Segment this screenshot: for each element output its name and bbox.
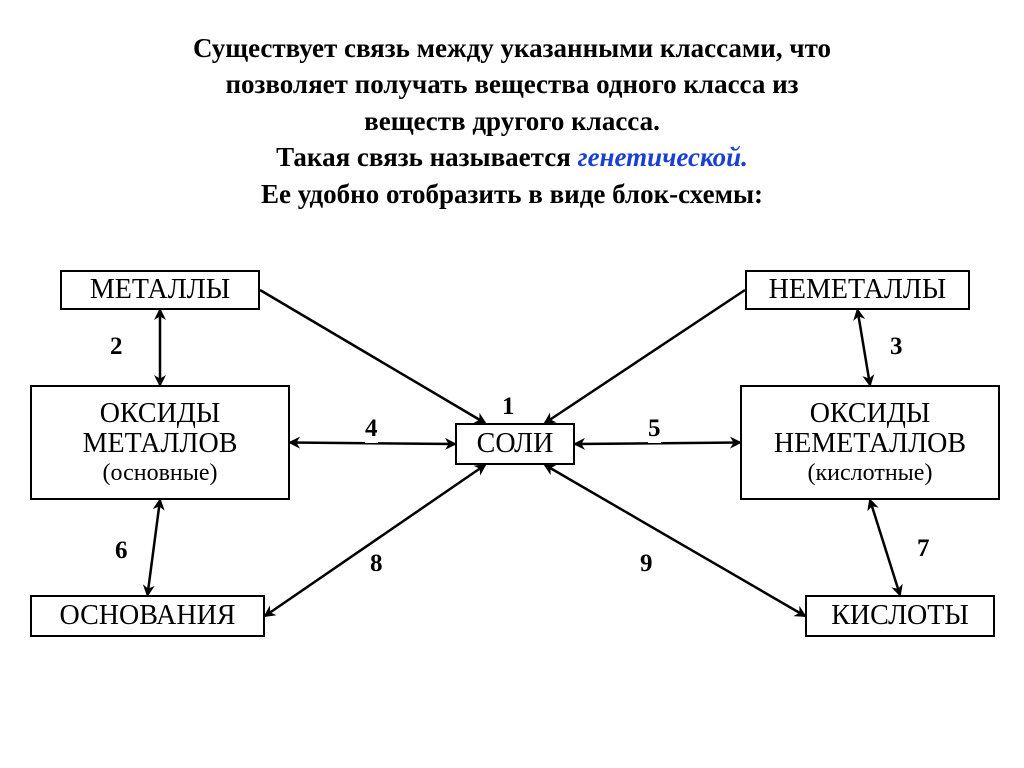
edge-label-1: 1: [502, 393, 515, 421]
node-metals: МЕТАЛЛЫ: [60, 270, 260, 310]
heading-line-5: Ее удобно отобразить в виде блок-схемы:: [30, 176, 994, 212]
edge-label-9: 9: [640, 550, 653, 578]
node-nonmetals: НЕМЕТАЛЛЫ: [745, 270, 970, 310]
node-nonmet_ox: ОКСИДЫНЕМЕТАЛЛОВ(кислотные): [740, 385, 1000, 500]
edge-label-5: 5: [648, 415, 661, 443]
node-label: МЕТАЛЛОВ: [83, 429, 238, 460]
flowchart: МЕТАЛЛЫНЕМЕТАЛЛЫОКСИДЫМЕТАЛЛОВ(основные)…: [0, 255, 1024, 755]
heading-line-1: Существует связь между указанными класса…: [30, 30, 994, 66]
heading-line-4a: Такая связь называется: [276, 142, 578, 172]
node-metal_ox: ОКСИДЫМЕТАЛЛОВ(основные): [30, 385, 290, 500]
node-acids: КИСЛОТЫ: [805, 595, 995, 637]
edge-label-7: 7: [917, 535, 930, 563]
node-label: НЕМЕТАЛЛЫ: [769, 275, 947, 306]
node-label: НЕМЕТАЛЛОВ: [774, 429, 966, 460]
arrows-svg: [0, 255, 1024, 755]
node-label: ОКСИДЫ: [810, 399, 931, 430]
edge-label-4: 4: [365, 415, 378, 443]
node-label: МЕТАЛЛЫ: [90, 275, 230, 306]
edge-label-8: 8: [370, 550, 383, 578]
node-sublabel: (кислотные): [808, 460, 933, 486]
node-label: КИСЛОТЫ: [831, 601, 969, 632]
heading-block: Существует связь между указанными класса…: [0, 0, 1024, 222]
heading-line-2: позволяет получать вещества одного класс…: [30, 66, 994, 102]
heading-line-3: веществ другого класса.: [30, 103, 994, 139]
heading-line-4: Такая связь называется генетической.: [30, 139, 994, 175]
node-bases: ОСНОВАНИЯ: [30, 595, 265, 637]
edge-label-3: 3: [890, 333, 903, 361]
node-label: ОСНОВАНИЯ: [60, 601, 236, 632]
edge-label-2: 2: [110, 333, 123, 361]
node-sublabel: (основные): [102, 460, 217, 486]
heading-highlight: генетической.: [578, 142, 748, 172]
node-salts: СОЛИ: [455, 423, 575, 465]
edge-label-6: 6: [115, 537, 128, 565]
node-label: СОЛИ: [477, 429, 554, 460]
node-label: ОКСИДЫ: [100, 399, 221, 430]
